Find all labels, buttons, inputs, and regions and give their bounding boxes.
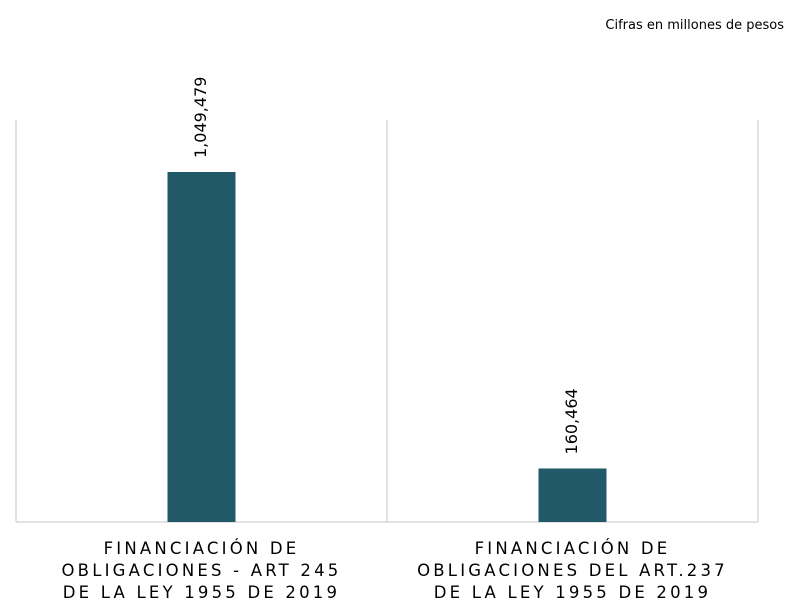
- chart-subtitle: Cifras en millones de pesos: [605, 18, 784, 33]
- bar: [167, 172, 236, 522]
- category-label: FINANCIACIÓN DE OBLIGACIONES DEL ART.237…: [417, 539, 728, 602]
- value-label: 160,464: [562, 388, 581, 454]
- category-label: FINANCIACIÓN DE OBLIGACIONES - ART 245 D…: [61, 539, 342, 602]
- value-label: 1,049,479: [191, 77, 210, 158]
- bar: [538, 468, 607, 522]
